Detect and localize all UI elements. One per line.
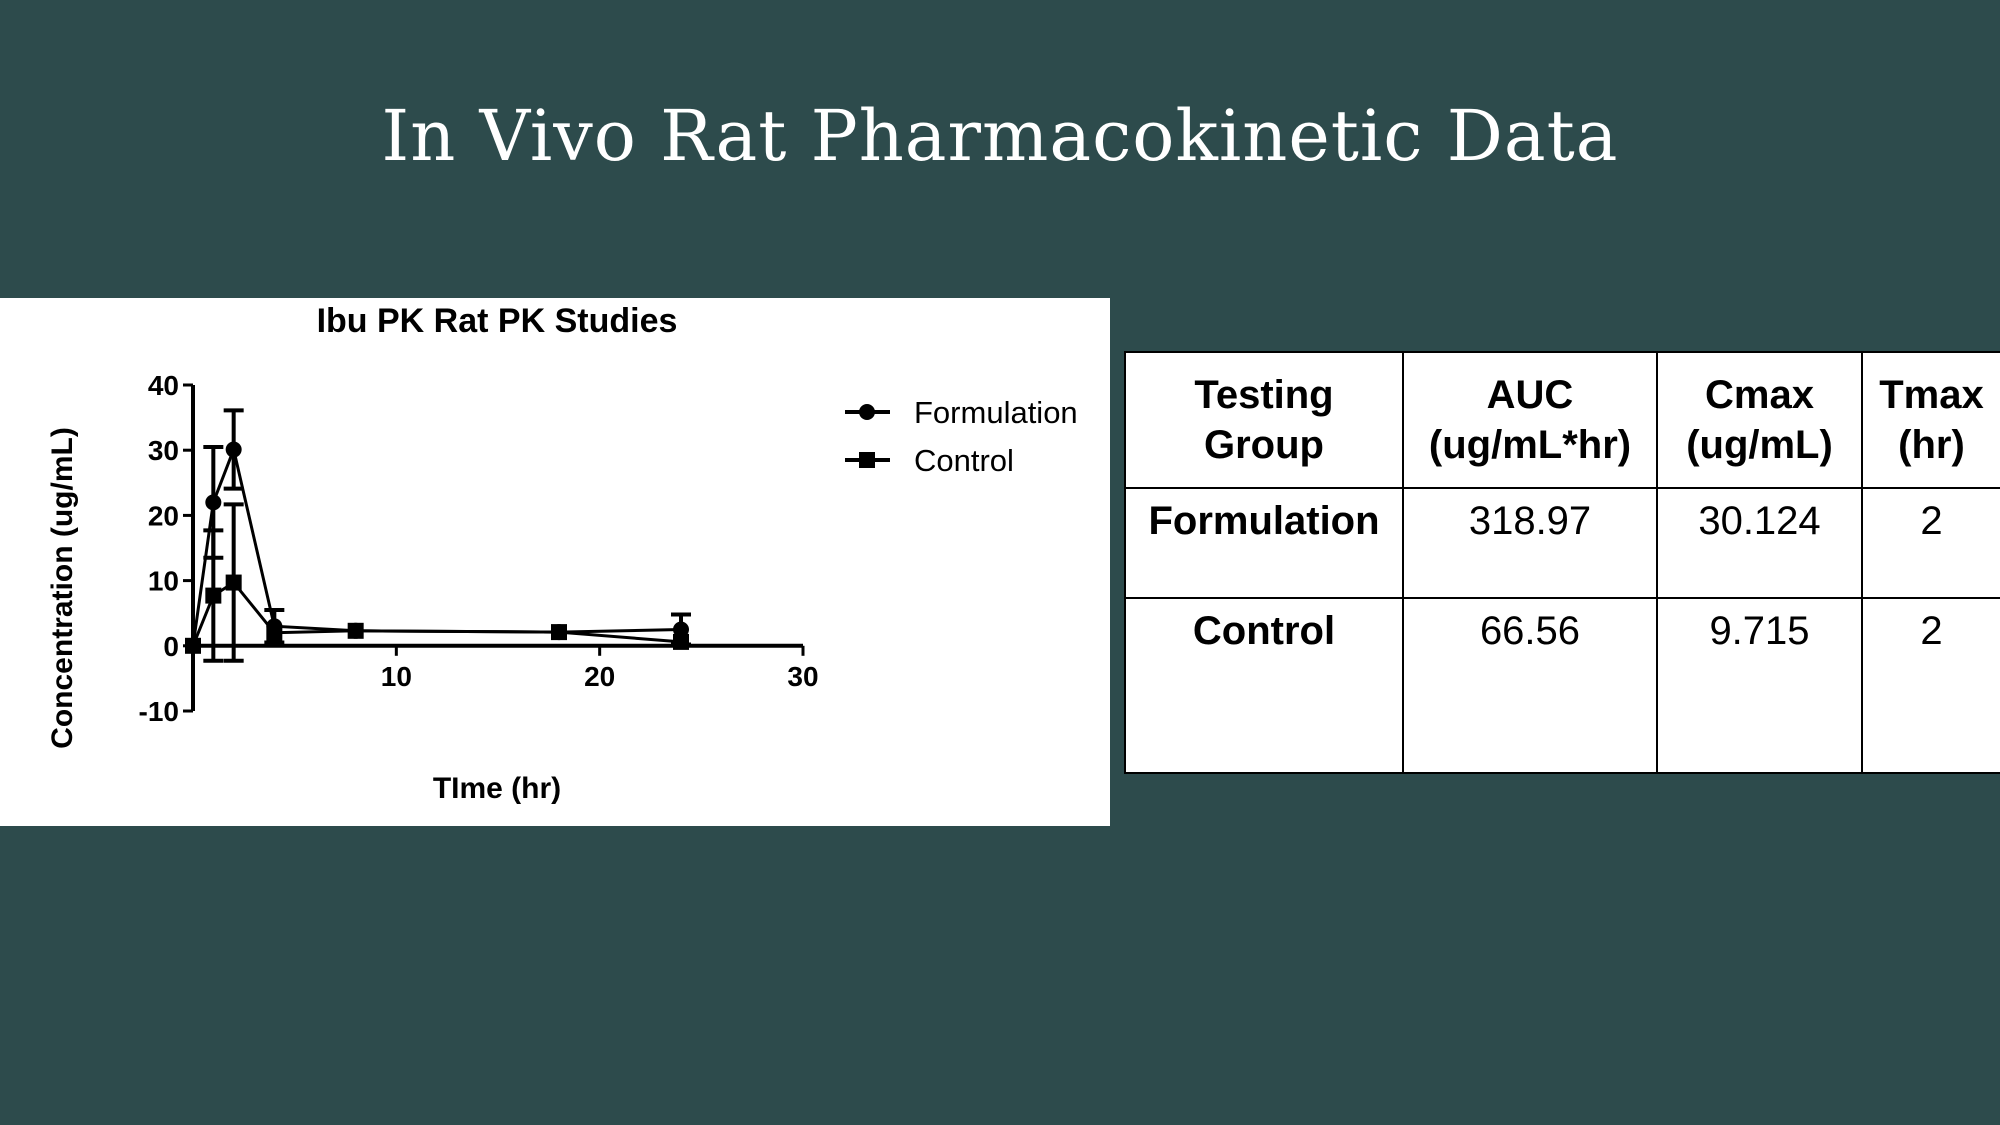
series-layer bbox=[185, 408, 691, 663]
slide-title: In Vivo Rat Pharmacokinetic Data bbox=[381, 95, 1619, 177]
y-axis-label: Concentration (ug/mL) bbox=[46, 427, 79, 749]
pk-results-table: Testing Group AUC (ug/mL*hr) Cmax (ug/mL) T… bbox=[1124, 351, 2000, 774]
cell-cmax: 30.124 bbox=[1656, 487, 1863, 599]
legend: Formulation Control bbox=[845, 395, 1078, 478]
control-data-point bbox=[225, 574, 242, 591]
pk-chart: Ibu PK Rat PK Studies Concentration (ug/… bbox=[46, 302, 1078, 805]
table-row: Formulation 318.97 30.124 2 bbox=[1124, 487, 2000, 599]
y-tick-label: -10 bbox=[139, 696, 179, 727]
legend-marker-control bbox=[859, 452, 875, 468]
control-data-point bbox=[551, 624, 567, 641]
legend-label-control: Control bbox=[914, 443, 1014, 478]
formulation-data-point bbox=[673, 621, 689, 638]
cell-group: Formulation bbox=[1124, 487, 1404, 599]
legend-label-formulation: Formulation bbox=[914, 395, 1078, 430]
cell-tmax: 2 bbox=[1861, 597, 2000, 774]
x-tick-label: 30 bbox=[787, 661, 818, 692]
cell-cmax: 9.715 bbox=[1656, 597, 1863, 774]
table-row: Control 66.56 9.715 2 bbox=[1124, 597, 2000, 774]
x-tick-label: 20 bbox=[584, 661, 615, 692]
control-data-point bbox=[347, 622, 364, 639]
control-data-point bbox=[673, 633, 689, 650]
legend-marker-formulation bbox=[859, 404, 875, 420]
formulation-data-point bbox=[225, 441, 242, 458]
y-tick-label: 20 bbox=[148, 500, 179, 531]
header-cmax: Cmax (ug/mL) bbox=[1656, 351, 1863, 489]
table-header-row: Testing Group AUC (ug/mL*hr) Cmax (ug/mL) T… bbox=[1124, 351, 2000, 489]
cell-auc: 66.56 bbox=[1402, 597, 1658, 774]
chart-title: Ibu PK Rat PK Studies bbox=[317, 302, 678, 340]
control-data-point bbox=[266, 624, 283, 641]
y-tick-label: 10 bbox=[148, 566, 179, 597]
x-axis-label: TIme (hr) bbox=[433, 772, 561, 805]
cell-group: Control bbox=[1124, 597, 1404, 774]
y-tick-label: 40 bbox=[148, 370, 179, 401]
control-data-point bbox=[205, 587, 222, 604]
formulation-series-line bbox=[191, 444, 682, 647]
pk-chart-panel: Ibu PK Rat PK Studies Concentration (ug/… bbox=[0, 298, 1110, 826]
header-tmax: Tmax (hr) bbox=[1861, 351, 2000, 489]
axes: -10 0 10 20 30 40 10 20 30 bbox=[139, 370, 819, 727]
control-data-point bbox=[185, 637, 201, 654]
cell-auc: 318.97 bbox=[1402, 487, 1658, 599]
y-tick-label: 0 bbox=[163, 631, 179, 662]
header-auc: AUC (ug/mL*hr) bbox=[1402, 351, 1658, 489]
header-testing-group: Testing Group bbox=[1124, 351, 1404, 489]
x-tick-label: 10 bbox=[381, 661, 412, 692]
cell-tmax: 2 bbox=[1861, 487, 2000, 599]
y-tick-label: 30 bbox=[148, 435, 179, 466]
formulation-data-point bbox=[205, 494, 222, 511]
